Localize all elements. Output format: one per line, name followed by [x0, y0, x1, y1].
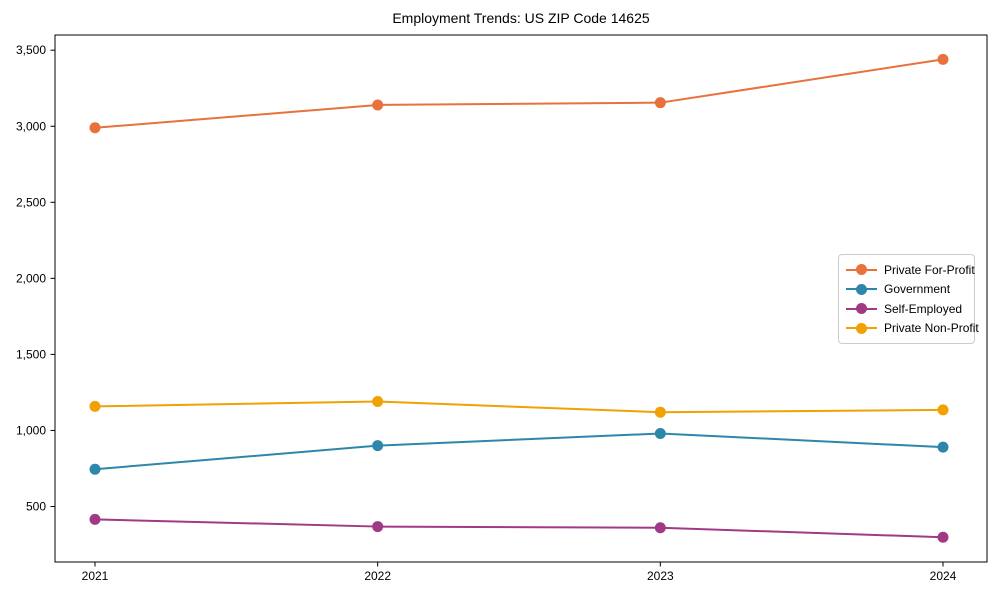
line-marker-icon: [846, 264, 877, 276]
svg-text:2021: 2021: [82, 569, 109, 583]
svg-text:2023: 2023: [647, 569, 674, 583]
svg-text:500: 500: [26, 499, 46, 513]
legend-item-private-non-profit: Private Non-Profit: [846, 319, 979, 339]
legend-label: Government: [884, 282, 951, 297]
legend-label: Self-Employed: [884, 301, 963, 316]
line-marker-icon: [846, 283, 877, 295]
svg-text:3,000: 3,000: [16, 119, 46, 133]
line-marker-icon: [846, 303, 877, 315]
line-marker-icon: [846, 322, 877, 334]
legend-label: Private Non-Profit: [884, 321, 979, 336]
legend-label: Private For-Profit: [884, 262, 975, 277]
svg-text:3,500: 3,500: [16, 43, 46, 57]
legend-item-self-employed: Self-Employed: [846, 299, 966, 319]
chart-title: Employment Trends: US ZIP Code 14625: [392, 10, 650, 26]
svg-text:2,000: 2,000: [16, 271, 46, 285]
legend-item-government: Government: [846, 280, 966, 300]
svg-text:2024: 2024: [930, 569, 957, 583]
legend: Private For-Profit Government Self-Emplo…: [838, 254, 979, 344]
svg-text:2022: 2022: [364, 569, 391, 583]
svg-text:2,500: 2,500: [16, 195, 46, 209]
svg-text:1,500: 1,500: [16, 347, 46, 361]
legend-item-private-for-profit: Private For-Profit: [846, 260, 975, 280]
svg-text:1,000: 1,000: [16, 423, 46, 437]
